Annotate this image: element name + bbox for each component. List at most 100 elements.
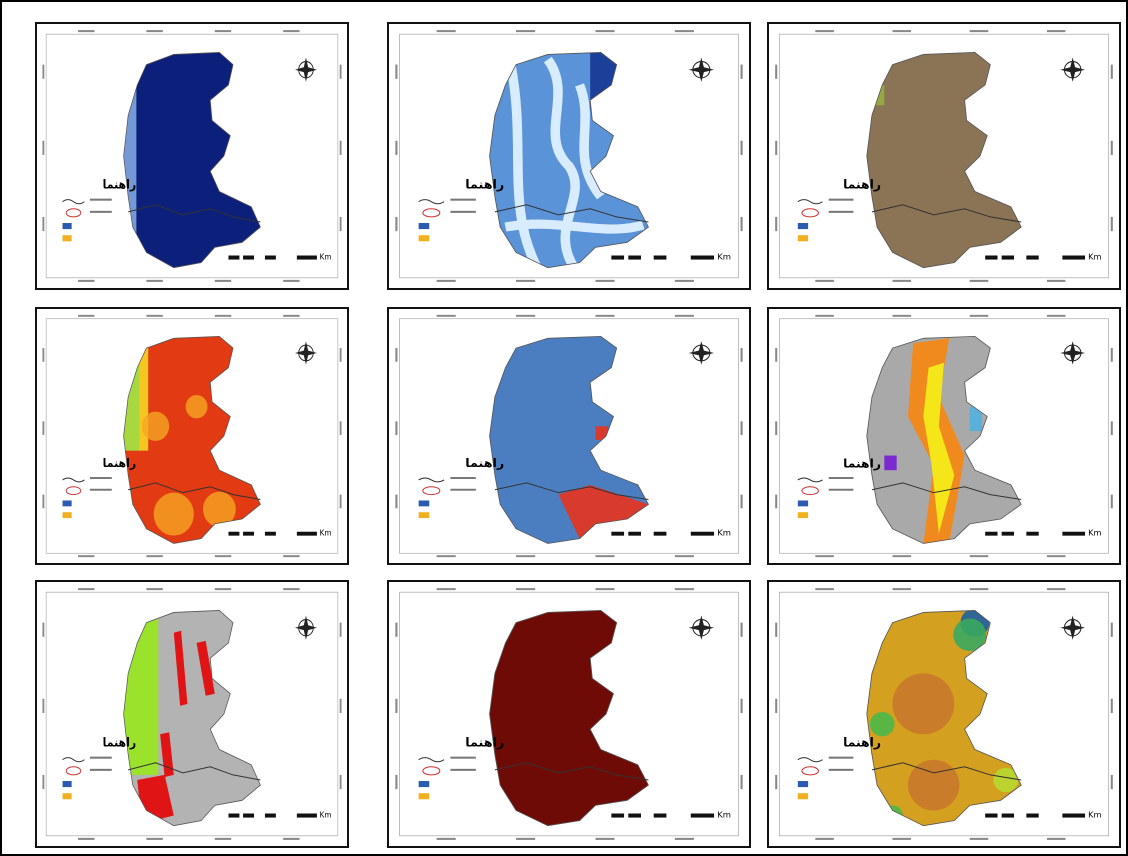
graticule [42, 217, 44, 231]
scale-bar [228, 532, 239, 536]
graticule [146, 838, 162, 840]
graticule [146, 555, 162, 557]
map-panel: راهنماKm [35, 22, 349, 290]
graticule [595, 30, 614, 32]
graticule [395, 775, 397, 789]
scale-unit: Km [1088, 252, 1101, 262]
legend-swatch [419, 793, 430, 799]
graticule [42, 65, 44, 79]
graticule [215, 588, 231, 590]
graticule [970, 30, 989, 32]
graticule [78, 280, 94, 282]
scale-bar [243, 532, 254, 536]
legend-swatch [63, 781, 72, 787]
scale-bar [1062, 256, 1085, 260]
graticule [146, 280, 162, 282]
scale-bar [985, 256, 997, 260]
raster [124, 54, 137, 257]
legend-symbol [802, 487, 818, 495]
graticule [970, 315, 989, 317]
graticule [1111, 623, 1113, 637]
graticule [1047, 588, 1066, 590]
legend-swatch [798, 781, 808, 787]
legend-title: راهنما [465, 457, 504, 470]
legend-line [63, 758, 85, 762]
legend-line [798, 478, 823, 482]
scale-bar [691, 814, 714, 818]
graticule [675, 555, 694, 557]
scale-bar [628, 532, 641, 536]
map-panel: راهنماKm [387, 307, 751, 565]
graticule [516, 30, 535, 32]
scale-unit: Km [320, 528, 332, 537]
scale-unit: Km [1088, 529, 1102, 538]
raster [186, 395, 208, 418]
graticule [815, 315, 834, 317]
legend-swatch [63, 223, 72, 229]
graticule [775, 141, 777, 155]
graticule [675, 838, 694, 840]
scale-bar [1062, 532, 1085, 536]
legend-line [419, 200, 444, 204]
scale-bar [611, 256, 624, 260]
scale-bar [297, 532, 317, 536]
legend-title: راهنما [103, 177, 136, 193]
scale-bar [1002, 814, 1014, 818]
raster [872, 85, 884, 105]
scale-bar [1002, 532, 1014, 536]
graticule [595, 280, 614, 282]
graticule [283, 555, 299, 557]
legend-swatch [419, 781, 430, 787]
raster [893, 673, 955, 734]
raster [142, 412, 169, 441]
legend-title: راهنما [103, 735, 136, 751]
graticule [516, 838, 535, 840]
graticule [741, 348, 743, 362]
graticule [775, 699, 777, 713]
graticule [815, 838, 834, 840]
legend-label [90, 489, 112, 491]
scale-bar [654, 814, 667, 818]
scale-bar [243, 256, 254, 260]
graticule [146, 588, 162, 590]
graticule [215, 555, 231, 557]
scale-bar [628, 256, 641, 260]
graticule [595, 588, 614, 590]
scale-bar [1026, 814, 1038, 818]
graticule [1111, 495, 1113, 509]
scale-bar [228, 814, 239, 818]
map: راهنماKm [769, 582, 1119, 846]
graticule [340, 65, 342, 79]
raster [970, 407, 982, 431]
legend-swatch [419, 235, 430, 241]
graticule [815, 280, 834, 282]
legend-label [90, 769, 112, 771]
graticule [741, 141, 743, 155]
raster [154, 493, 194, 536]
map: راهنماKm [389, 309, 749, 563]
legend-symbol [423, 487, 440, 495]
compass [1060, 341, 1085, 364]
legend-label [829, 489, 854, 491]
compass [1060, 58, 1085, 82]
graticule [516, 280, 535, 282]
legend-label [90, 211, 112, 213]
compass [689, 58, 714, 82]
legend-title: راهنما [465, 177, 504, 192]
graticule [283, 588, 299, 590]
raster [203, 492, 236, 527]
graticule [340, 495, 342, 509]
graticule [970, 588, 989, 590]
map: راهنماKm [769, 24, 1119, 288]
legend-label [450, 199, 475, 201]
graticule [395, 495, 397, 509]
compass [689, 616, 714, 640]
scale-bar [228, 256, 239, 260]
graticule [595, 315, 614, 317]
graticule [893, 838, 912, 840]
scale-bar [265, 814, 276, 818]
